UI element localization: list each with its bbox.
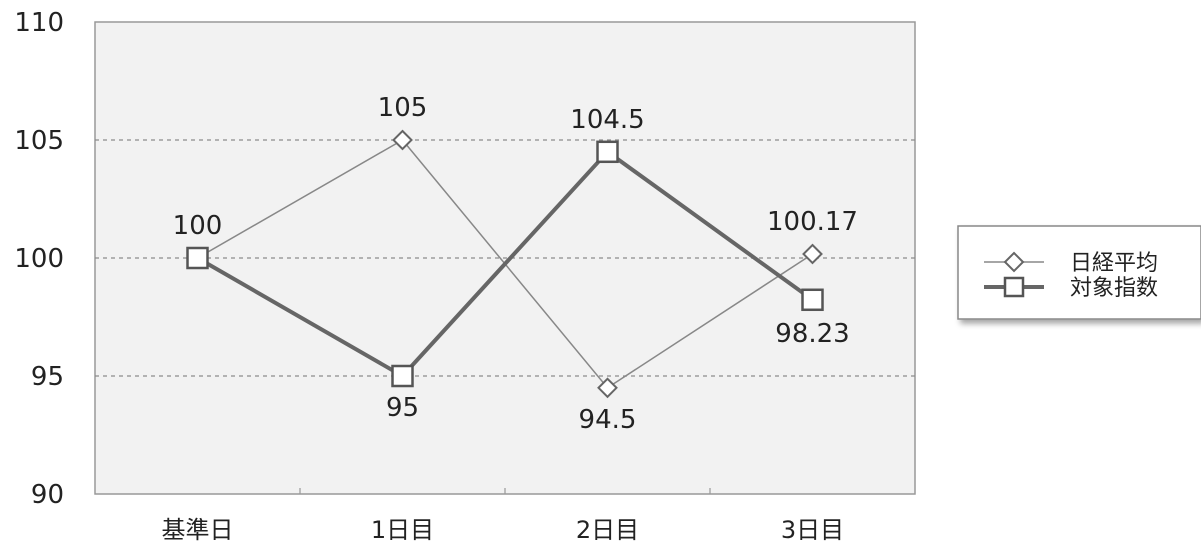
y-axis-ticks: 90 95 100 105 110 [14,8,64,510]
data-label: 98.23 [775,319,849,349]
diamond-marker [392,129,413,151]
data-labels: 100 105 94.5 100.17 95 104.5 98.23 [173,93,858,435]
y-tick-label: 95 [31,362,64,392]
data-label: 94.5 [579,405,637,435]
y-tick-label: 110 [14,8,64,38]
x-tick-label: 基準日 [162,516,234,544]
data-label: 105 [378,93,428,123]
legend-swatch-diamond-marker [1003,251,1025,273]
square-marker [801,288,824,312]
legend-label-nikkei: 日経平均 [1070,251,1158,276]
square-marker [186,246,209,270]
x-tick-label: 3日目 [781,516,844,544]
y-tick-label: 90 [31,480,64,510]
y-tick-label: 100 [14,244,64,274]
square-marker [391,364,414,388]
y-tick-label: 105 [14,126,64,156]
legend-swatch-square-marker [1003,276,1025,298]
x-tick-label: 1日目 [371,516,434,544]
legend-label-target: 対象指数 [1070,276,1158,301]
x-tick-label: 2日目 [576,516,639,544]
diamond-marker [802,243,823,265]
x-axis-ticks: 基準日 1日目 2日目 3日目 [162,488,844,544]
series-line-1 [196,149,814,378]
square-marker [596,140,619,164]
diamond-marker [597,377,618,399]
data-label: 104.5 [570,105,644,135]
data-label: 100 [173,211,223,241]
series-layer [186,129,824,399]
legend-box [957,225,1201,320]
legend: 日経平均 対象指数 [957,225,1201,320]
gridlines [95,139,915,377]
data-label: 95 [386,393,419,423]
data-label: 100.17 [767,207,858,237]
